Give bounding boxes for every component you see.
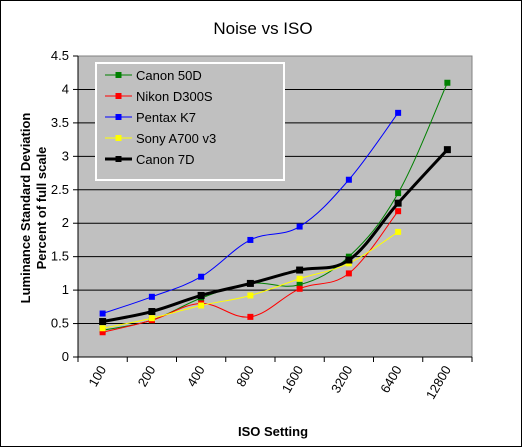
- y-tick-label: 0.5: [51, 316, 69, 331]
- data-point: [99, 329, 106, 336]
- data-point: [395, 208, 402, 215]
- data-point: [99, 325, 106, 332]
- data-point: [296, 285, 303, 292]
- legend-swatch-marker: [115, 114, 122, 120]
- x-axis-title: ISO Setting: [238, 424, 308, 439]
- data-point: [247, 292, 254, 299]
- y-tick-label: 1.5: [51, 249, 69, 264]
- y-tick-label: 1: [62, 282, 69, 297]
- data-point: [99, 310, 106, 317]
- legend-label: Canon 50D: [136, 68, 202, 83]
- data-point: [148, 315, 155, 322]
- legend-label: Nikon D300S: [136, 89, 213, 104]
- y-axis-title-line1: Luminance Standard Deviation: [18, 113, 33, 304]
- legend-label: Sony A700 v3: [136, 131, 216, 146]
- data-point: [198, 273, 205, 280]
- data-point: [247, 236, 254, 243]
- data-point: [99, 318, 107, 326]
- y-tick-label: 3: [62, 148, 69, 163]
- legend-swatch-marker: [115, 93, 122, 99]
- legend-item: Canon 7D: [105, 152, 195, 167]
- data-point: [197, 291, 205, 299]
- legend-item: Pentax K7: [105, 110, 196, 125]
- y-axis-ticks: 0 0.5 1 1.5 2 2.5 3 3.5 4 4.5: [51, 48, 78, 364]
- data-point: [247, 313, 254, 320]
- y-tick-label: 4: [62, 81, 69, 96]
- series-pentax-k7: [99, 109, 402, 317]
- legend-item: Canon 50D: [105, 68, 202, 83]
- x-axis-ticks: 100 200 400 800 1600 3200 6400 12800: [77, 357, 473, 402]
- x-tick-label: 200: [135, 363, 159, 389]
- x-tick-label: 12800: [423, 363, 454, 402]
- x-tick-label: 1600: [279, 363, 306, 396]
- series-lines: [99, 79, 451, 336]
- data-point: [296, 223, 303, 230]
- legend-label: Canon 7D: [136, 152, 195, 167]
- data-point: [345, 176, 352, 183]
- data-point: [296, 266, 304, 274]
- x-tick-label: 100: [85, 363, 109, 389]
- legend-swatch-marker: [115, 72, 122, 78]
- legend: Canon 50D Nikon D300S Pentax K7 Sony A700 v…: [95, 62, 285, 181]
- data-point: [444, 79, 451, 86]
- legend-item: Sony A700 v3: [105, 131, 216, 146]
- x-tick-label: 400: [184, 363, 208, 389]
- legend-swatch-marker: [115, 156, 122, 162]
- data-point: [345, 270, 352, 277]
- legend-item: Nikon D300S: [105, 89, 213, 104]
- legend-label: Pentax K7: [136, 110, 196, 125]
- data-point: [296, 275, 303, 282]
- y-tick-label: 4.5: [51, 48, 69, 63]
- data-point: [148, 308, 156, 316]
- data-point: [345, 256, 353, 264]
- data-point: [395, 190, 402, 197]
- y-tick-label: 3.5: [51, 115, 69, 130]
- legend-swatch-marker: [115, 135, 122, 141]
- series-canon-7d: [99, 146, 451, 326]
- x-tick-label: 3200: [328, 363, 355, 396]
- y-axis-title-line2: Percent of full scale: [34, 147, 49, 270]
- data-point: [296, 281, 303, 288]
- data-point: [395, 228, 402, 235]
- y-tick-label: 2.5: [51, 182, 69, 197]
- y-tick-label: 2: [62, 215, 69, 230]
- data-point: [198, 302, 205, 309]
- data-point: [395, 109, 402, 116]
- data-point: [148, 293, 155, 300]
- data-point: [394, 199, 402, 207]
- data-point: [246, 279, 254, 287]
- x-tick-label: 6400: [377, 363, 404, 396]
- chart-title: Noise vs ISO: [213, 19, 312, 38]
- data-point: [443, 146, 451, 154]
- x-tick-label: 800: [233, 363, 257, 389]
- y-tick-label: 0: [62, 349, 69, 364]
